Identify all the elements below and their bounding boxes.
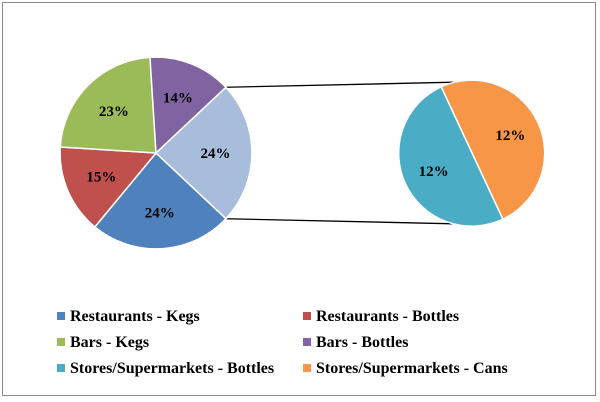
data-label: 12% — [419, 164, 449, 180]
data-label: 24% — [145, 205, 175, 221]
main-pie — [59, 56, 253, 250]
legend: Restaurants - Kegs Restaurants - Bottles B… — [57, 308, 508, 377]
legend-item: Restaurants - Kegs — [57, 308, 200, 325]
chart-frame: 24% 15% 23% 14% 24% 12% 12% Restaurants - Kegs… — [2, 2, 596, 396]
legend-item: Bars - Kegs — [57, 334, 149, 351]
legend-label: Bars - Bottles — [316, 334, 408, 351]
main-pie-rim — [59, 56, 253, 250]
legend-swatch — [57, 364, 65, 372]
legend-item: Stores/Supermarkets - Bottles — [57, 360, 274, 377]
legend-item: Stores/Supermarkets - Cans — [303, 360, 508, 377]
legend-label: Restaurants - Bottles — [316, 308, 459, 325]
pie-slice-stores-supermarkets-cans — [440, 79, 546, 221]
secondary-pie — [397, 79, 546, 227]
data-label: 14% — [163, 91, 193, 107]
pie-slice-stores-supermarkets-bottles — [397, 85, 504, 227]
legend-label: Stores/Supermarkets - Cans — [316, 360, 508, 377]
legend-label: Restaurants - Kegs — [70, 308, 200, 325]
data-label: 15% — [86, 170, 116, 186]
legend-swatch — [303, 364, 311, 372]
legend-item: Restaurants - Bottles — [303, 308, 459, 325]
legend-swatch — [57, 312, 65, 320]
legend-label: Bars - Kegs — [70, 334, 149, 351]
legend-item: Bars - Bottles — [303, 334, 408, 351]
data-label: 23% — [99, 104, 129, 120]
data-label: 24% — [201, 146, 231, 162]
connector-lines — [225, 81, 455, 225]
legend-swatch — [303, 312, 311, 320]
connector-line-top — [225, 81, 455, 88]
connector-line-bottom — [225, 218, 455, 225]
data-labels: 24% 15% 23% 14% 24% 12% 12% — [86, 91, 525, 222]
pie-of-pie-chart: 24% 15% 23% 14% 24% 12% 12% Restaurants - Kegs… — [57, 56, 546, 377]
legend-swatch — [57, 338, 65, 346]
legend-label: Stores/Supermarkets - Bottles — [70, 360, 274, 377]
legend-swatch — [303, 338, 311, 346]
data-label: 12% — [495, 128, 525, 144]
